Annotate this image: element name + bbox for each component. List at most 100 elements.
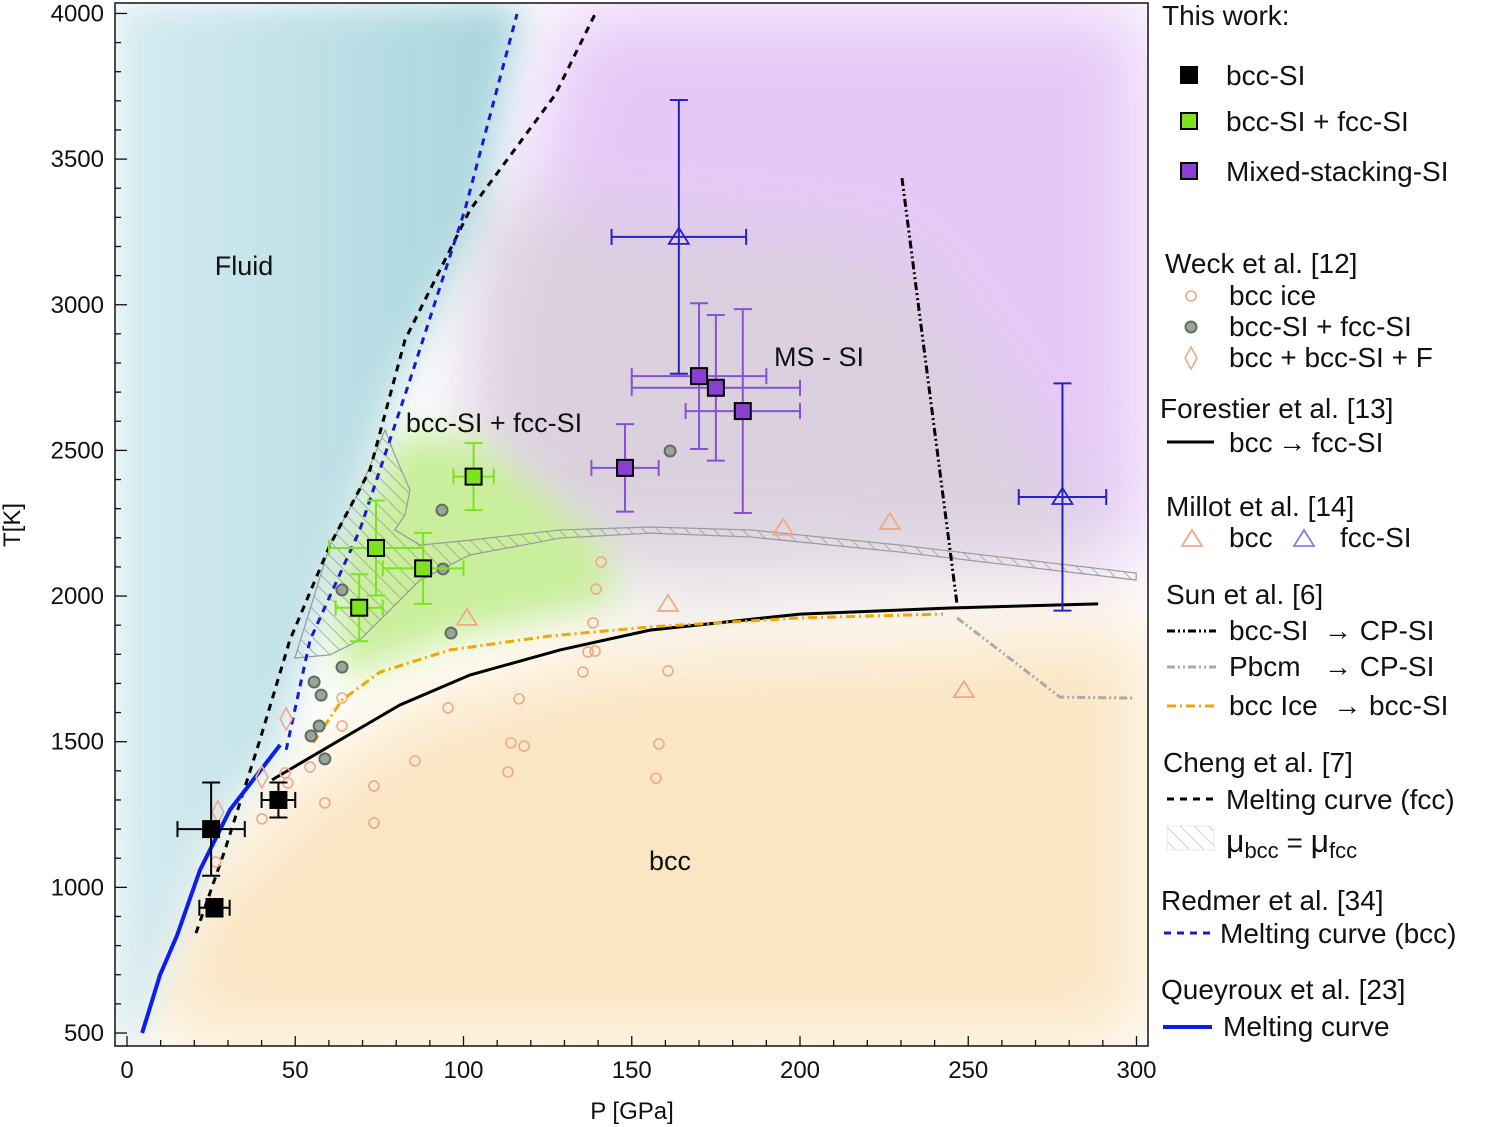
legend-label: bcc-SI + fcc-SI xyxy=(1229,311,1412,342)
legend-label: Melting curve xyxy=(1223,1011,1390,1042)
legend-label: bcc + bcc-SI + F xyxy=(1229,342,1433,373)
data-point xyxy=(269,790,288,809)
axes: 0 50 100 150 200 250 300 500 1000 1500 2000 2500 300… xyxy=(51,0,1157,1084)
legend-title-queyroux: Queyroux et al. [23] xyxy=(1161,974,1405,1005)
phase-regions xyxy=(115,3,1148,1046)
y-tick-label: 3000 xyxy=(51,292,104,319)
y-tick-label: 3500 xyxy=(51,146,104,173)
data-point xyxy=(304,729,318,743)
data-point xyxy=(771,517,795,536)
y-tick-label: 4000 xyxy=(51,0,104,27)
legend-symbol-weck-bcc-si-fcc-si xyxy=(1184,320,1198,334)
legend-label: bcc-SI + fcc-SI xyxy=(1226,106,1409,137)
data-point xyxy=(662,665,674,677)
data-point xyxy=(582,646,594,658)
data-point xyxy=(656,593,680,612)
data-point xyxy=(502,766,514,778)
y-tick-label: 2500 xyxy=(51,437,104,464)
curve-3 xyxy=(311,612,944,744)
data-point xyxy=(367,538,386,557)
mu: μ xyxy=(1226,823,1244,859)
data-point xyxy=(505,737,517,749)
data-point xyxy=(335,660,349,674)
legend-symbol-hatch xyxy=(1166,825,1215,851)
data-point xyxy=(590,583,602,595)
data-point xyxy=(279,767,291,779)
curve-6 xyxy=(140,743,282,1034)
data-point xyxy=(279,706,294,732)
data-point xyxy=(650,772,662,784)
data-point xyxy=(255,764,269,790)
region-label-fluid: Fluid xyxy=(215,251,274,281)
legend-symbol-millot-bcc xyxy=(1180,528,1204,547)
gray-transition-region xyxy=(470,200,1120,600)
y-tick-label: 500 xyxy=(64,1020,104,1047)
data-point xyxy=(733,402,752,421)
legend-label: Mixed-stacking-SI xyxy=(1226,156,1449,187)
data-point xyxy=(319,797,331,809)
y-tick-label: 1500 xyxy=(51,729,104,756)
data-point xyxy=(350,598,369,617)
data-point xyxy=(368,780,380,792)
data-point xyxy=(663,444,677,458)
legend-label: Pbcm → CP-SI xyxy=(1229,651,1434,682)
x-tick-label: 100 xyxy=(443,1057,483,1084)
legend-symbol-millot-fcc-si xyxy=(1292,528,1316,547)
sub-fcc: fcc xyxy=(1329,838,1357,863)
curve-5 xyxy=(284,13,519,751)
region-label-ms-si: MS - SI xyxy=(774,342,864,372)
data-point xyxy=(952,679,976,699)
data-point xyxy=(368,817,380,829)
data-point xyxy=(318,752,332,766)
hatched-region-mu-bcc-eq-mu-fcc xyxy=(294,428,1137,659)
legend-label: bcc-SI xyxy=(1226,60,1305,91)
legend-symbol-mixed-stacking-si xyxy=(1180,162,1198,180)
data-point xyxy=(414,559,433,578)
data-point xyxy=(1050,486,1075,505)
data-point xyxy=(667,226,691,245)
x-tick-label: 50 xyxy=(282,1057,309,1084)
data-point xyxy=(202,820,221,839)
legend-label: Melting curve (fcc) xyxy=(1226,784,1455,815)
data-point xyxy=(444,626,458,640)
data-point xyxy=(442,702,454,714)
legend-symbol-bcc-bcc-si-f xyxy=(1184,345,1198,371)
curve-1 xyxy=(900,177,959,606)
y-axis-label: T[K] xyxy=(0,503,26,547)
data-point xyxy=(335,583,349,597)
legend-label: bcc-SI → CP-SI xyxy=(1229,615,1434,646)
x-tick-label: 150 xyxy=(612,1057,652,1084)
data-point xyxy=(518,740,530,752)
curve-0 xyxy=(271,602,1099,782)
data-point xyxy=(653,738,665,750)
x-tick-label: 0 xyxy=(120,1057,133,1084)
legend-symbol-bcc-si xyxy=(1180,66,1198,84)
equals: = xyxy=(1279,827,1311,858)
data-marks xyxy=(140,13,1137,1034)
data-point xyxy=(690,367,709,386)
curve-2 xyxy=(956,616,1133,700)
error-bar xyxy=(1017,382,1108,612)
legend-label: bcc → fcc-SI xyxy=(1229,427,1383,458)
legend: This work: bcc-SI bcc-SI + fcc-SI Mixed-… xyxy=(1160,0,1457,1042)
legend-title-millot: Millot et al. [14] xyxy=(1166,491,1354,522)
legend-title-redmer: Redmer et al. [34] xyxy=(1161,885,1384,916)
data-point xyxy=(307,675,321,689)
data-point xyxy=(304,761,316,773)
data-point xyxy=(878,511,902,530)
data-point xyxy=(513,693,525,705)
data-point xyxy=(256,813,268,825)
legend-label: fcc-SI xyxy=(1340,522,1412,553)
mu: μ xyxy=(1311,823,1329,859)
x-tick-label: 300 xyxy=(1116,1057,1156,1084)
sub-bcc: bcc xyxy=(1244,838,1278,863)
data-point xyxy=(577,666,589,678)
data-point xyxy=(312,719,326,733)
data-point xyxy=(464,467,483,486)
data-point xyxy=(336,692,348,704)
legend-label-mu: μbcc = μfcc xyxy=(1226,823,1357,863)
legend-label: bcc xyxy=(1229,522,1273,553)
data-point xyxy=(595,556,607,568)
legend-title-sun: Sun et al. [6] xyxy=(1166,579,1323,610)
